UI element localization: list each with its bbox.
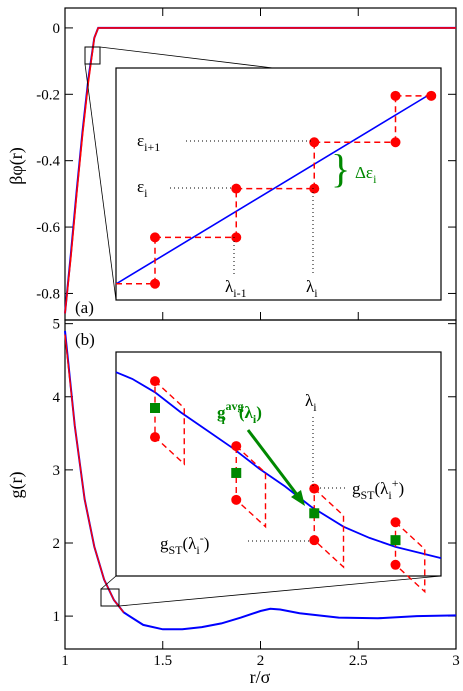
panel-b-ticks: 1 2 3 4 5 1 1.5 2 2.5 3 — [53, 317, 460, 669]
xtick-label-b: 2 — [257, 653, 265, 669]
bin-parallelogram — [154, 379, 185, 466]
label-gst-minus: gST(λi-) — [160, 531, 209, 557]
zoom-line-a2 — [84, 63, 117, 301]
ytick-label-a: -0.2 — [36, 87, 60, 103]
zoom-line-b1 — [100, 575, 117, 590]
label-g-avg: gavg i (λi) — [217, 399, 262, 427]
xtick-label-b: 2.5 — [349, 653, 368, 669]
inset-a-steps — [116, 90, 437, 289]
inset-b-frame — [115, 351, 442, 577]
series-red-b — [64, 334, 125, 613]
panel-b: 1 2 3 4 5 1 1.5 2 2.5 3 g(r) r/σ (b) gavg i (λi) λi… — [6, 317, 460, 687]
step-point — [309, 183, 320, 194]
label-lambda-prev: λi-1 — [225, 277, 247, 300]
ytick-label-a: -0.4 — [36, 154, 60, 170]
bin-point — [309, 535, 320, 546]
step-point — [309, 137, 320, 148]
bin-point — [231, 441, 242, 452]
panel-b-label: (b) — [75, 330, 95, 349]
bin-point — [150, 376, 160, 387]
panel-b-xlabel: r/σ — [250, 667, 271, 687]
xtick-label-b: 1.5 — [153, 653, 172, 669]
ytick-label-b: 2 — [53, 536, 61, 552]
label-eps-next: εi+1 — [137, 131, 160, 154]
ytick-label-a: -0.8 — [36, 286, 60, 302]
zoom-line-a1 — [99, 46, 274, 69]
bin-parallelogram — [235, 444, 267, 529]
bin-point — [390, 559, 401, 570]
zoom-box-a — [84, 46, 101, 65]
inset-a-frame — [115, 67, 442, 301]
bin-point — [390, 517, 401, 528]
ytick-label-b: 4 — [53, 390, 61, 406]
inset-b-boxes — [150, 376, 426, 594]
panel-a-ylabel: βφ(r) — [6, 147, 27, 185]
step-point — [150, 232, 160, 243]
bin-parallelogram — [313, 487, 345, 569]
label-delta-eps: Δεi — [355, 163, 377, 186]
panel-a-ticks: 0 -0.2 -0.4 -0.6 -0.8 — [36, 8, 457, 320]
bin-average — [231, 467, 242, 478]
panel-a: 0 -0.2 -0.4 -0.6 -0.8 βφ(r) (a) εi+1 εi λi-1… — [6, 7, 457, 321]
bin-average — [390, 535, 401, 546]
bin-point — [150, 432, 160, 443]
inset-a-diagonal — [115, 92, 433, 285]
panel-b-ylabel: g(r) — [6, 472, 27, 499]
step-point — [390, 90, 401, 101]
step-point — [426, 90, 437, 101]
xtick-label-b: 3 — [452, 653, 460, 669]
step-point — [231, 183, 242, 194]
bin-point — [231, 494, 242, 505]
ytick-label-b: 3 — [53, 463, 61, 479]
label-lambda: λi — [306, 277, 318, 300]
step-point — [231, 232, 242, 243]
ytick-label-a: -0.6 — [36, 220, 60, 236]
brace-delta: } — [331, 146, 350, 191]
avg-arrow-shaft — [246, 429, 300, 497]
ytick-label-b: 5 — [53, 317, 61, 333]
zoom-box-b — [100, 588, 120, 607]
label-gst-plus: gST(λi+) — [352, 476, 404, 502]
xtick-label-b: 1 — [61, 653, 69, 669]
label-lambda-b: λi — [305, 391, 317, 414]
series-red-a — [64, 27, 456, 314]
step-point — [390, 137, 401, 148]
avg-arrow-head — [291, 490, 305, 506]
panel-a-label: (a) — [75, 298, 94, 317]
bin-point — [309, 483, 320, 494]
inset-b-guides — [248, 417, 348, 542]
bin-average — [309, 508, 320, 519]
inset-a-guides — [170, 140, 314, 274]
ytick-label-b: 1 — [53, 609, 61, 625]
step-point — [150, 278, 160, 289]
zoom-line-b2 — [118, 575, 442, 607]
label-eps: εi — [137, 177, 148, 200]
ytick-label-a: 0 — [53, 21, 61, 37]
bin-parallelogram — [394, 520, 426, 594]
bin-average — [150, 403, 160, 413]
